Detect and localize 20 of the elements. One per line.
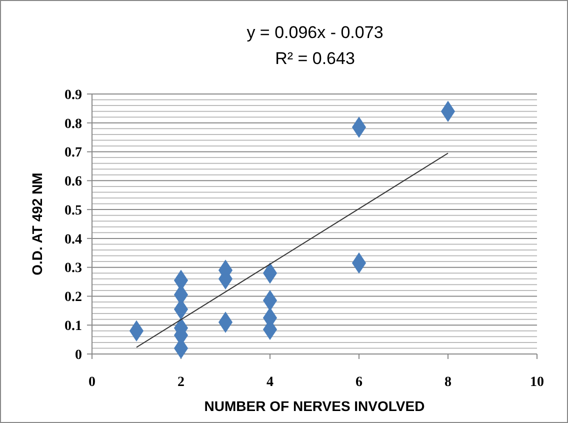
x-tick-label: 0 bbox=[88, 375, 96, 390]
text: R² = 0.643 bbox=[275, 49, 355, 68]
y-tick-label: 0.2 bbox=[64, 290, 82, 306]
x-tick-label: 8 bbox=[444, 375, 452, 390]
x-tick-label: 10 bbox=[530, 375, 544, 390]
x-tick-label: 6 bbox=[356, 375, 362, 390]
y-tick-label: 0.4 bbox=[64, 232, 82, 248]
y-tick-label: 0.1 bbox=[64, 319, 82, 334]
y-tick-label: 0.6 bbox=[64, 174, 82, 190]
y-tick-label: 0.3 bbox=[64, 261, 82, 276]
x-tick-label: 4 bbox=[266, 375, 274, 390]
x-axis-title: NUMBER OF NERVES INVOLVED bbox=[204, 398, 425, 414]
y-tick-label: 0 bbox=[75, 348, 82, 363]
y-tick-label: 0.8 bbox=[64, 116, 82, 132]
y-axis-title: O.D. AT 492 NM bbox=[29, 172, 45, 276]
y-tick-label: 0.7 bbox=[64, 146, 82, 161]
text: y = 0.096x - 0.073 bbox=[246, 23, 384, 42]
y-tick-label: 0.5 bbox=[64, 203, 82, 218]
x-tick-label: 2 bbox=[178, 375, 184, 390]
y-tick-label: 0.9 bbox=[64, 88, 82, 103]
